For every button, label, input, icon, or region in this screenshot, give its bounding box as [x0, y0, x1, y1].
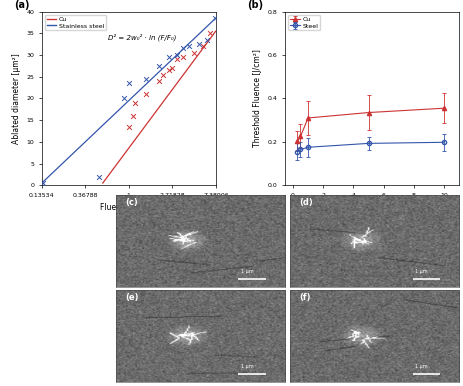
Point — [199, 43, 206, 49]
Text: (c): (c) — [125, 198, 138, 207]
Text: (d): (d) — [299, 198, 313, 207]
Point — [143, 91, 150, 97]
X-axis label: Pulse duration [ps]: Pulse duration [ps] — [335, 203, 408, 212]
Point — [172, 52, 180, 58]
Point — [120, 95, 128, 102]
Point — [155, 63, 162, 69]
Point — [164, 54, 172, 60]
Text: 1 μm: 1 μm — [414, 364, 427, 369]
Text: (e): (e) — [125, 293, 138, 301]
Point — [159, 71, 166, 78]
Point — [125, 80, 132, 86]
Text: (a): (a) — [14, 0, 29, 10]
Y-axis label: Threshold Fluence [J/cm²]: Threshold Fluence [J/cm²] — [253, 49, 262, 147]
Text: 1 μm: 1 μm — [241, 364, 253, 369]
Point — [194, 41, 202, 47]
Text: D² = 2w₀² · ln (F/F₀): D² = 2w₀² · ln (F/F₀) — [107, 33, 176, 41]
X-axis label: Fluence [J/cm²]: Fluence [J/cm²] — [100, 203, 157, 212]
Point — [206, 30, 213, 36]
Point — [125, 124, 132, 130]
Point — [179, 54, 187, 60]
Text: (f): (f) — [299, 293, 310, 301]
Point — [190, 50, 198, 56]
Point — [202, 37, 210, 43]
Text: (b): (b) — [246, 0, 263, 10]
Point — [155, 78, 162, 84]
Point — [168, 65, 175, 71]
Point — [179, 46, 187, 52]
Point — [185, 43, 192, 49]
Point — [95, 174, 102, 180]
Point — [129, 113, 136, 119]
Legend: Cu, Steel: Cu, Steel — [288, 15, 319, 30]
Y-axis label: Ablated diameter [μm²]: Ablated diameter [μm²] — [12, 53, 21, 144]
Text: 1 μm: 1 μm — [241, 269, 253, 274]
Point — [172, 56, 180, 63]
Point — [143, 76, 150, 82]
Text: 1 μm: 1 μm — [414, 269, 427, 274]
Point — [164, 67, 172, 73]
Point — [39, 180, 47, 186]
Legend: Cu, Stainless steel: Cu, Stainless steel — [45, 15, 106, 30]
Point — [211, 15, 218, 21]
Point — [131, 100, 138, 106]
